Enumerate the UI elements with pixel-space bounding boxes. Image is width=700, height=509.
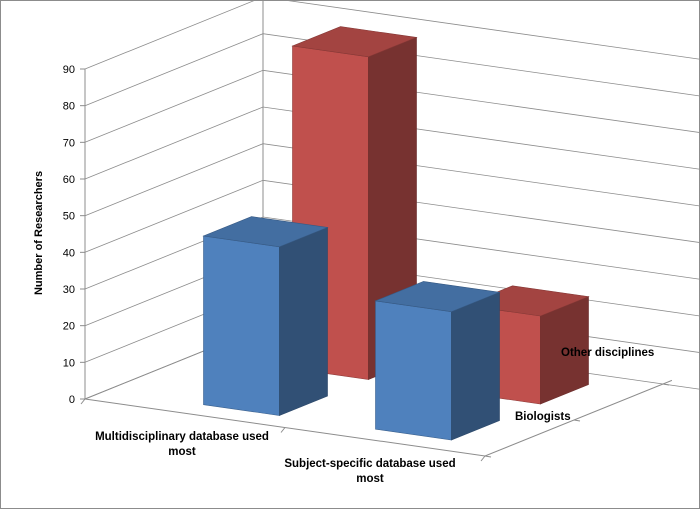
bar-biologists-2 bbox=[374, 281, 501, 441]
z-tick-mark bbox=[662, 383, 670, 386]
bars bbox=[202, 26, 590, 441]
bar-top-face bbox=[291, 26, 418, 58]
y-tick-label: 30 bbox=[63, 284, 75, 296]
z-tick-mark bbox=[484, 455, 492, 458]
category-label-line: most bbox=[356, 473, 384, 485]
category-labels: Multidisciplinary database used mostSubje… bbox=[95, 431, 456, 485]
category-label-1: Multidisciplinary database used most bbox=[95, 431, 269, 458]
gridline bbox=[84, 143, 700, 217]
floor-back-edge bbox=[662, 379, 673, 385]
gridline bbox=[84, 0, 700, 70]
bar-top-face bbox=[202, 216, 329, 248]
y-tick-label: 60 bbox=[63, 174, 75, 186]
gridline bbox=[84, 216, 700, 290]
y-tick-label: 40 bbox=[63, 247, 75, 259]
series-label-other-disciplines: Other disciplines bbox=[561, 347, 654, 359]
y-tick-label: 80 bbox=[63, 101, 75, 113]
category-label-2: Subject-specific database used most bbox=[284, 458, 455, 485]
category-label-line: Subject-specific database used bbox=[284, 458, 455, 470]
y-tick-label: 0 bbox=[69, 394, 75, 406]
bar-front-face bbox=[203, 235, 280, 416]
y-tick-labels: 0 10 20 30 40 50 60 70 80 90 bbox=[63, 64, 75, 406]
z-tick-mark bbox=[573, 419, 581, 422]
series-labels: Biologists Other disciplines bbox=[515, 347, 654, 423]
y-tick-label: 90 bbox=[63, 64, 75, 76]
y-tick-label: 70 bbox=[63, 137, 75, 149]
category-label-line: Multidisciplinary database used bbox=[95, 431, 269, 443]
gridline bbox=[84, 179, 700, 253]
series-label-biologists: Biologists bbox=[515, 411, 571, 423]
category-label-line: most bbox=[168, 446, 196, 458]
bar-biologists-1 bbox=[202, 216, 329, 416]
gridline bbox=[84, 33, 700, 107]
bar-front-face bbox=[375, 300, 452, 441]
x-tick-mark bbox=[280, 427, 286, 433]
gridline bbox=[84, 69, 700, 143]
x-tick-mark bbox=[80, 398, 86, 405]
bar-side-face bbox=[279, 226, 328, 416]
x-tick-mark bbox=[480, 455, 486, 462]
bar-side-face bbox=[451, 291, 500, 441]
bar-top-face bbox=[374, 281, 501, 313]
y-axis-title: Number of Researchers bbox=[33, 171, 45, 295]
y-tick-label: 20 bbox=[63, 321, 75, 333]
y-tick-label: 10 bbox=[63, 357, 75, 369]
gridline bbox=[84, 106, 700, 180]
y-tick-label: 50 bbox=[63, 211, 75, 223]
